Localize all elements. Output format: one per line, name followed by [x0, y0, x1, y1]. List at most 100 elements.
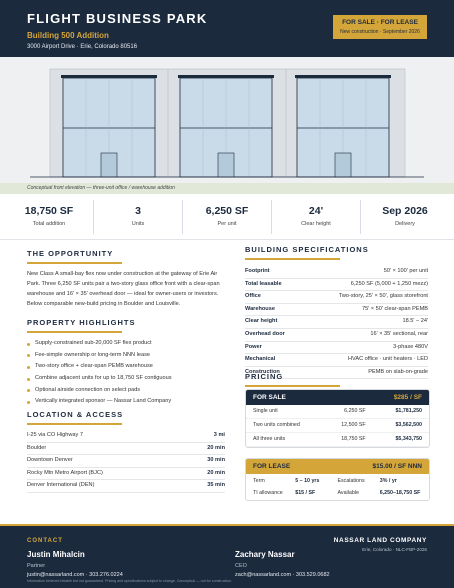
row-value: 20 min: [207, 444, 225, 451]
stat-label: Units: [131, 221, 145, 227]
row: Warehouse 75' × 50' clear-span PEMB: [245, 304, 428, 317]
subtitle: Building 500 Addition: [27, 31, 109, 40]
contact-name: Zachary Nassar: [235, 550, 295, 559]
caption: Conceptual front elevation — three-unit …: [0, 183, 454, 194]
term-label: Escalations: [337, 478, 365, 484]
term-value: $15 / SF: [295, 490, 316, 496]
stat-value: 18,750 SF: [24, 205, 74, 217]
term-label: Available: [337, 490, 359, 496]
card-rate: $15.00 / SF NNN: [372, 463, 423, 470]
section-title: PROPERTY HIGHLIGHTS: [27, 318, 225, 333]
row-value: 16' × 35' sectional, rear: [370, 330, 428, 337]
contact-heading: CONTACT: [27, 538, 63, 544]
row-label: Downtown Denver: [27, 457, 73, 464]
highlight: Combine adjacent units for up to 18,750 …: [27, 373, 225, 385]
row: Overhead door 16' × 35' sectional, rear: [245, 329, 428, 342]
sale-cell: 12,500 SF: [341, 422, 366, 428]
highlights: PROPERTY HIGHLIGHTS Supply-constrained s…: [27, 318, 225, 408]
row: Footprint 50' × 100' per unit: [245, 266, 428, 279]
location-table: I-25 via CO Highway 7 3 mi Boulder 20 min Do…: [27, 430, 225, 493]
stat-label: Per unit: [217, 221, 237, 227]
contact-name: Justin Mihalcin: [27, 550, 85, 559]
sale-cell: Two units combined: [253, 422, 300, 428]
badge-status: FOR SALE · FOR LEASE: [342, 19, 418, 26]
opportunity: THE OPPORTUNITY New Class A small-bay fl…: [27, 249, 225, 309]
row-value: Two-story, 25' × 50', glass storefront: [338, 293, 428, 300]
highlight: Vertically integrated sponsor — Nassar L…: [27, 396, 225, 408]
row-label: Total leasable: [245, 280, 282, 287]
row-label: Footprint: [245, 268, 270, 274]
sale-cell: 6,250 SF: [344, 408, 366, 414]
row: Denver International (DEN) 35 min: [27, 480, 225, 493]
stat-label: Delivery: [395, 221, 415, 227]
stat: 3 Units: [94, 200, 183, 234]
row-value: 75' × 50' clear-span PEMB: [361, 305, 428, 312]
row-value: 18.5' – 24': [402, 318, 428, 325]
term-value: 6,250–18,750 SF: [379, 490, 421, 496]
row-value: 3 mi: [213, 432, 225, 438]
building-drawing: [30, 68, 424, 178]
term-label: TI allowance: [253, 490, 283, 496]
row: Office Two-story, 25' × 50', glass storef…: [245, 291, 428, 304]
sale-row: Single unit 6,250 SF $1,781,250: [246, 405, 429, 419]
row-label: Mechanical: [245, 356, 276, 363]
disclaimer: Information believed reliable but not gu…: [27, 579, 233, 583]
row-label: Overhead door: [245, 330, 285, 337]
specs: BUILDING SPECIFICATIONS Footprint 50' × 1…: [245, 245, 428, 380]
stat-value: 24': [308, 205, 324, 217]
stat: 24' Clear height: [272, 200, 361, 234]
sale-cell: 18,750 SF: [341, 436, 366, 442]
row-label: I-25 via CO Highway 7: [27, 432, 83, 438]
paragraph: New Class A small-bay flex now under con…: [27, 271, 220, 307]
row-value: 30 min: [207, 457, 225, 464]
stat-value: Sep 2026: [382, 205, 428, 217]
card-rate: $285 / SF: [393, 394, 422, 401]
stat: 6,250 SF Per unit: [183, 200, 272, 234]
row-label: Rocky Mtn Metro Airport (BJC): [27, 469, 103, 476]
card-header: FOR SALE $285 / SF: [246, 390, 429, 405]
sale-cell: $3,562,500: [395, 422, 422, 428]
header: FLIGHT BUSINESS PARK Building 500 Additi…: [0, 0, 454, 57]
stat-value: 6,250 SF: [205, 205, 249, 217]
footer: CONTACT Justin Mihalcin Partner justin@nas…: [0, 524, 454, 588]
badge-note: New construction · September 2026: [340, 29, 420, 35]
row-value: 20 min: [207, 469, 225, 476]
title: FLIGHT BUSINESS PARK: [27, 11, 208, 26]
lease-terms: Term 5 – 10 yrs Escalations 3% / yr TI allow…: [246, 474, 429, 500]
section-title: BUILDING SPECIFICATIONS: [245, 245, 428, 260]
sale-cell: $5,343,750: [395, 436, 422, 442]
row-label: Clear height: [245, 318, 278, 325]
stat-label: Total addition: [32, 221, 66, 227]
row: Mechanical HVAC office · unit heaters · L…: [245, 354, 428, 367]
row-label: Warehouse: [245, 305, 275, 312]
row-value: 3-phase 480V: [393, 343, 428, 350]
sale-row: Two units combined 12,500 SF $3,562,500: [246, 419, 429, 433]
sale-card: FOR SALE $285 / SF Single unit 6,250 SF $1,…: [245, 389, 430, 448]
sale-cell: $1,781,250: [395, 408, 422, 414]
highlight: Two-story office + clear-span PEMB wareh…: [27, 361, 225, 373]
row: Power 3-phase 480V: [245, 342, 428, 355]
card-header: FOR LEASE $15.00 / SF NNN: [246, 459, 429, 474]
highlight: Supply-constrained sub-20,000 SF flex pr…: [27, 338, 225, 350]
row-value: 35 min: [207, 482, 225, 489]
row-value: 6,250 SF (5,000 + 1,250 mezz): [350, 280, 428, 287]
row: Boulder 20 min: [27, 443, 225, 456]
highlight-list: Supply-constrained sub-20,000 SF flex pr…: [27, 338, 225, 408]
section-title: LOCATION & ACCESS: [27, 410, 225, 425]
stat-label: Clear height: [301, 221, 331, 227]
stat-value: 3: [135, 205, 141, 217]
spec-table: Footprint 50' × 100' per unit Total leasab…: [245, 266, 428, 380]
lease-card: FOR LEASE $15.00 / SF NNN Term 5 – 10 yrs E…: [245, 458, 430, 501]
row: I-25 via CO Highway 7 3 mi: [27, 430, 225, 443]
elevation: [0, 57, 454, 183]
pricing: PRICING: [245, 372, 428, 387]
card-label: FOR LEASE: [253, 463, 291, 470]
row-label: Office: [245, 293, 261, 300]
contact-role: Partner: [27, 563, 46, 569]
contact: Zachary Nassar CEO zach@nassarland.com · 3…: [235, 550, 330, 578]
term-label: Term: [253, 478, 265, 484]
row: Downtown Denver 30 min: [27, 455, 225, 468]
contact: Justin Mihalcin Partner justin@nassarland.…: [27, 550, 123, 578]
stat: Sep 2026 Delivery: [361, 200, 449, 234]
term-value: 5 – 10 yrs: [295, 478, 320, 484]
